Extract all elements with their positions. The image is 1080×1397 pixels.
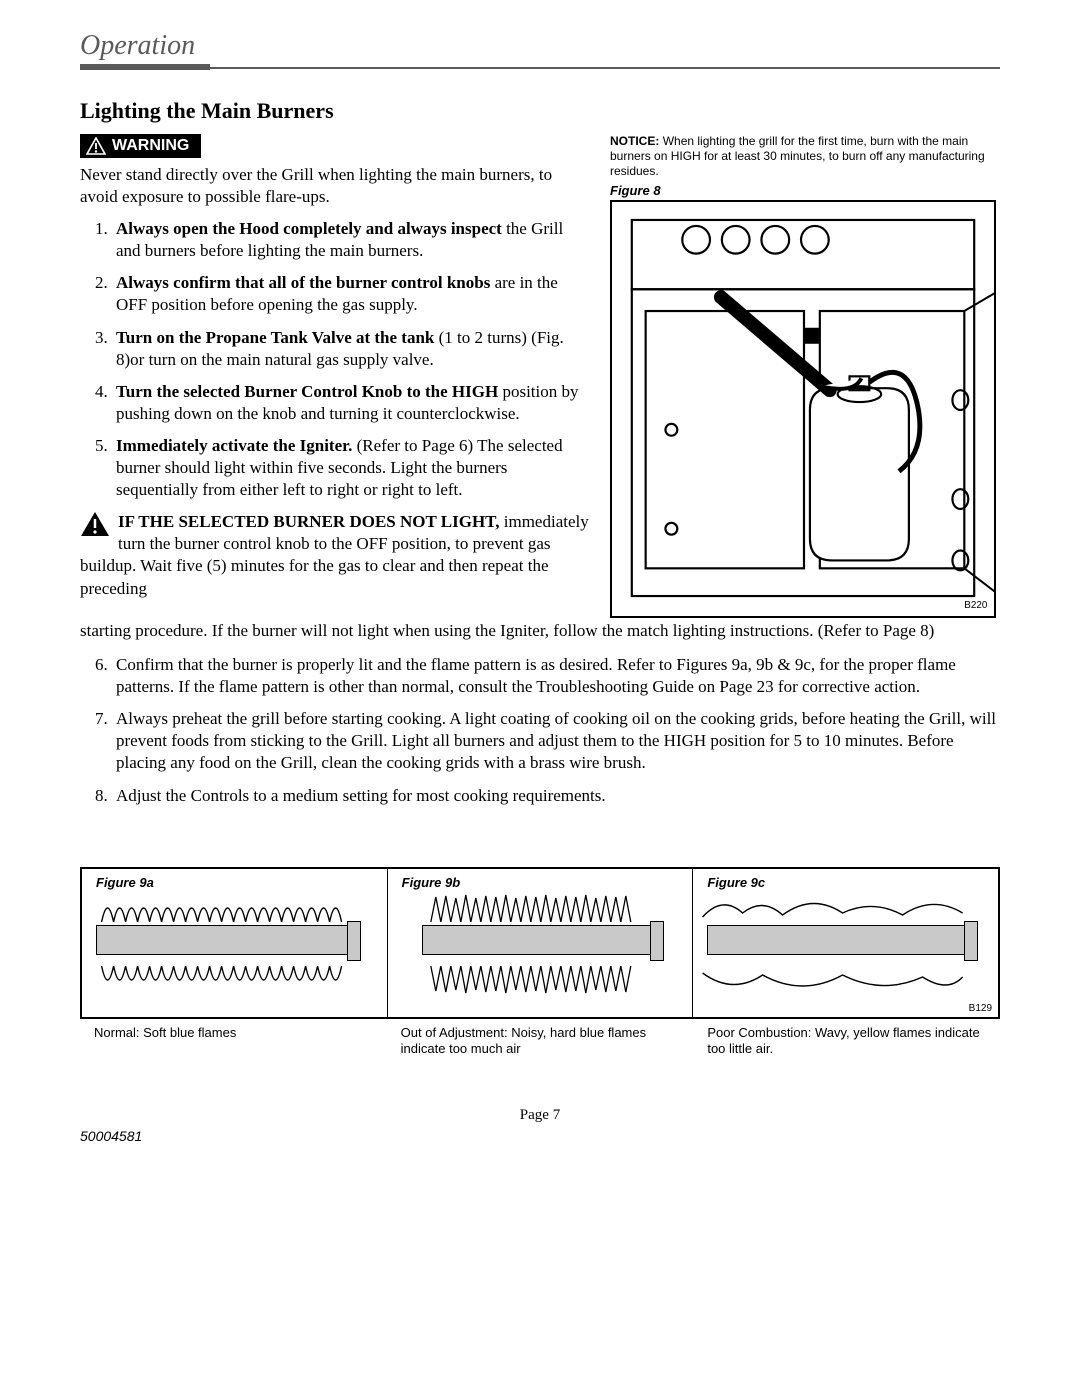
figure8-svg: B220 xyxy=(612,202,994,616)
warning-triangle-icon xyxy=(86,137,106,155)
warning-label-text: WARNING xyxy=(112,137,189,155)
flames-9c-bot xyxy=(697,967,968,995)
step-6: Confirm that the burner is properly lit … xyxy=(112,654,1000,698)
flames-9b-bot xyxy=(412,966,650,996)
caution-triangle-icon xyxy=(80,511,110,537)
caution-title: IF THE SELECTED BURNER DOES NOT LIGHT, xyxy=(118,512,500,531)
step-8: Adjust the Controls to a medium setting … xyxy=(112,785,1000,807)
caption-9c: Poor Combustion: Wavy, yellow flames ind… xyxy=(693,1025,1000,1058)
right-column: NOTICE: When lighting the grill for the … xyxy=(610,134,1000,618)
figure-9a-title: Figure 9a xyxy=(96,875,375,890)
flames-9c-top xyxy=(697,893,968,921)
burner-9a xyxy=(96,925,347,955)
figure8-code: B220 xyxy=(964,600,988,611)
section-title-text: Operation xyxy=(80,30,1000,62)
figure9-captions: Normal: Soft blue flames Out of Adjustme… xyxy=(80,1025,1000,1058)
steps-list-2: Confirm that the burner is properly lit … xyxy=(80,654,1000,807)
figure9-code: B129 xyxy=(969,1003,992,1014)
page-number: Page 7 xyxy=(80,1107,1000,1124)
notice-body: When lighting the grill for the first ti… xyxy=(610,134,985,178)
burner-9b xyxy=(422,925,651,955)
subsection-heading: Lighting the Main Burners xyxy=(80,98,1000,124)
figure9-row: Figure 9a Figure 9b Figure 9c B129 xyxy=(80,867,1000,1019)
notice-text: NOTICE: When lighting the grill for the … xyxy=(610,134,1000,179)
figure-9b: Figure 9b xyxy=(388,869,694,1017)
caution-body-2: starting procedure. If the burner will n… xyxy=(80,620,1000,642)
figure-9c: Figure 9c B129 xyxy=(693,869,998,1017)
step-7: Always preheat the grill before starting… xyxy=(112,708,1000,774)
section-header: Operation xyxy=(80,30,1000,70)
flames-9a-top xyxy=(86,890,357,922)
figure-9b-title: Figure 9b xyxy=(402,875,681,890)
caption-9a: Normal: Soft blue flames xyxy=(80,1025,387,1058)
caption-9b: Out of Adjustment: Noisy, hard blue flam… xyxy=(387,1025,694,1058)
figure-9c-title: Figure 9c xyxy=(707,875,986,890)
figure8-label: Figure 8 xyxy=(610,183,1000,198)
notice-label: NOTICE: xyxy=(610,134,659,148)
flames-9b-top xyxy=(412,892,650,922)
burner-9c xyxy=(707,925,963,955)
flames-9a-bot xyxy=(86,966,357,998)
warning-badge: WARNING xyxy=(80,134,201,158)
figure8: B220 xyxy=(610,200,996,618)
document-id: 50004581 xyxy=(80,1128,1000,1144)
figure-9a: Figure 9a xyxy=(82,869,388,1017)
